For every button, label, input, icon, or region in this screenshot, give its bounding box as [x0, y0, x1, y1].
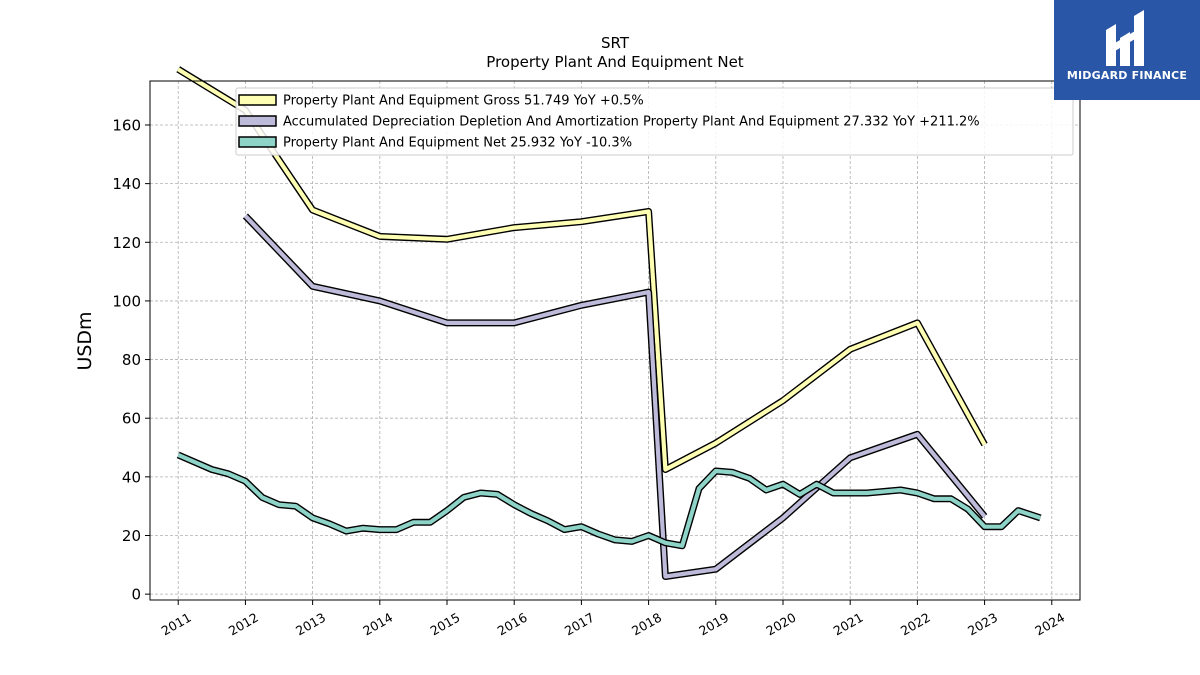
legend-swatch — [238, 115, 277, 127]
legend-swatch — [238, 136, 277, 148]
x-tick-label: 2023 — [965, 610, 1000, 639]
x-tick-label: 2015 — [427, 610, 462, 639]
x-tick-label: 2019 — [696, 610, 731, 639]
x-tick-label: 2021 — [831, 610, 866, 639]
y-tick-label: 100 — [112, 292, 141, 310]
y-tick-label: 80 — [122, 351, 141, 369]
series-line-3 — [176, 451, 1042, 550]
x-tick-label: 2011 — [159, 610, 194, 639]
x-tick-label: 2022 — [898, 610, 933, 639]
plot-frame — [149, 80, 1081, 601]
brand-name: MIDGARD FINANCE — [1066, 69, 1188, 82]
x-tick-label: 2013 — [293, 610, 328, 639]
brand-logo: MIDGARD FINANCE — [1054, 0, 1200, 100]
series-line-1 — [176, 66, 988, 473]
y-tick-label: 120 — [112, 234, 141, 252]
x-tick-label: 2020 — [763, 610, 798, 639]
y-tick-label: 0 — [131, 586, 141, 604]
chart-subtitle: Property Plant And Equipment Net — [486, 53, 743, 71]
legend-label: Accumulated Depreciation Depletion And A… — [283, 115, 980, 130]
series-path — [243, 214, 987, 579]
x-tick-label: 2016 — [495, 610, 530, 639]
brand-mark-icon — [1106, 10, 1144, 66]
series-line-2 — [242, 213, 988, 580]
y-axis-label: USDm — [74, 311, 96, 370]
y-tick-label: 40 — [122, 468, 141, 486]
y-tick-label: 140 — [112, 175, 141, 193]
chart-title: SRT — [601, 34, 630, 52]
legend-label: Property Plant And Equipment Net 25.932 … — [283, 136, 632, 151]
x-tick-label: 2024 — [1032, 610, 1067, 639]
series-path — [177, 67, 987, 472]
x-tick-label: 2012 — [226, 610, 261, 639]
x-tick-label: 2018 — [629, 610, 664, 639]
legend-swatch — [238, 94, 277, 106]
legend: Property Plant And Equipment Gross 51.74… — [235, 87, 1074, 156]
legend-box — [235, 87, 1074, 156]
series-outline — [176, 451, 1042, 550]
y-tick-label: 20 — [122, 527, 141, 545]
legend-label: Property Plant And Equipment Gross 51.74… — [283, 94, 644, 109]
series-outline — [242, 213, 988, 580]
y-tick-label: 60 — [122, 410, 141, 428]
y-tick-label: 160 — [112, 116, 141, 134]
x-tick-label: 2017 — [562, 610, 597, 639]
series-path — [177, 452, 1042, 548]
x-tick-label: 2014 — [360, 610, 395, 639]
